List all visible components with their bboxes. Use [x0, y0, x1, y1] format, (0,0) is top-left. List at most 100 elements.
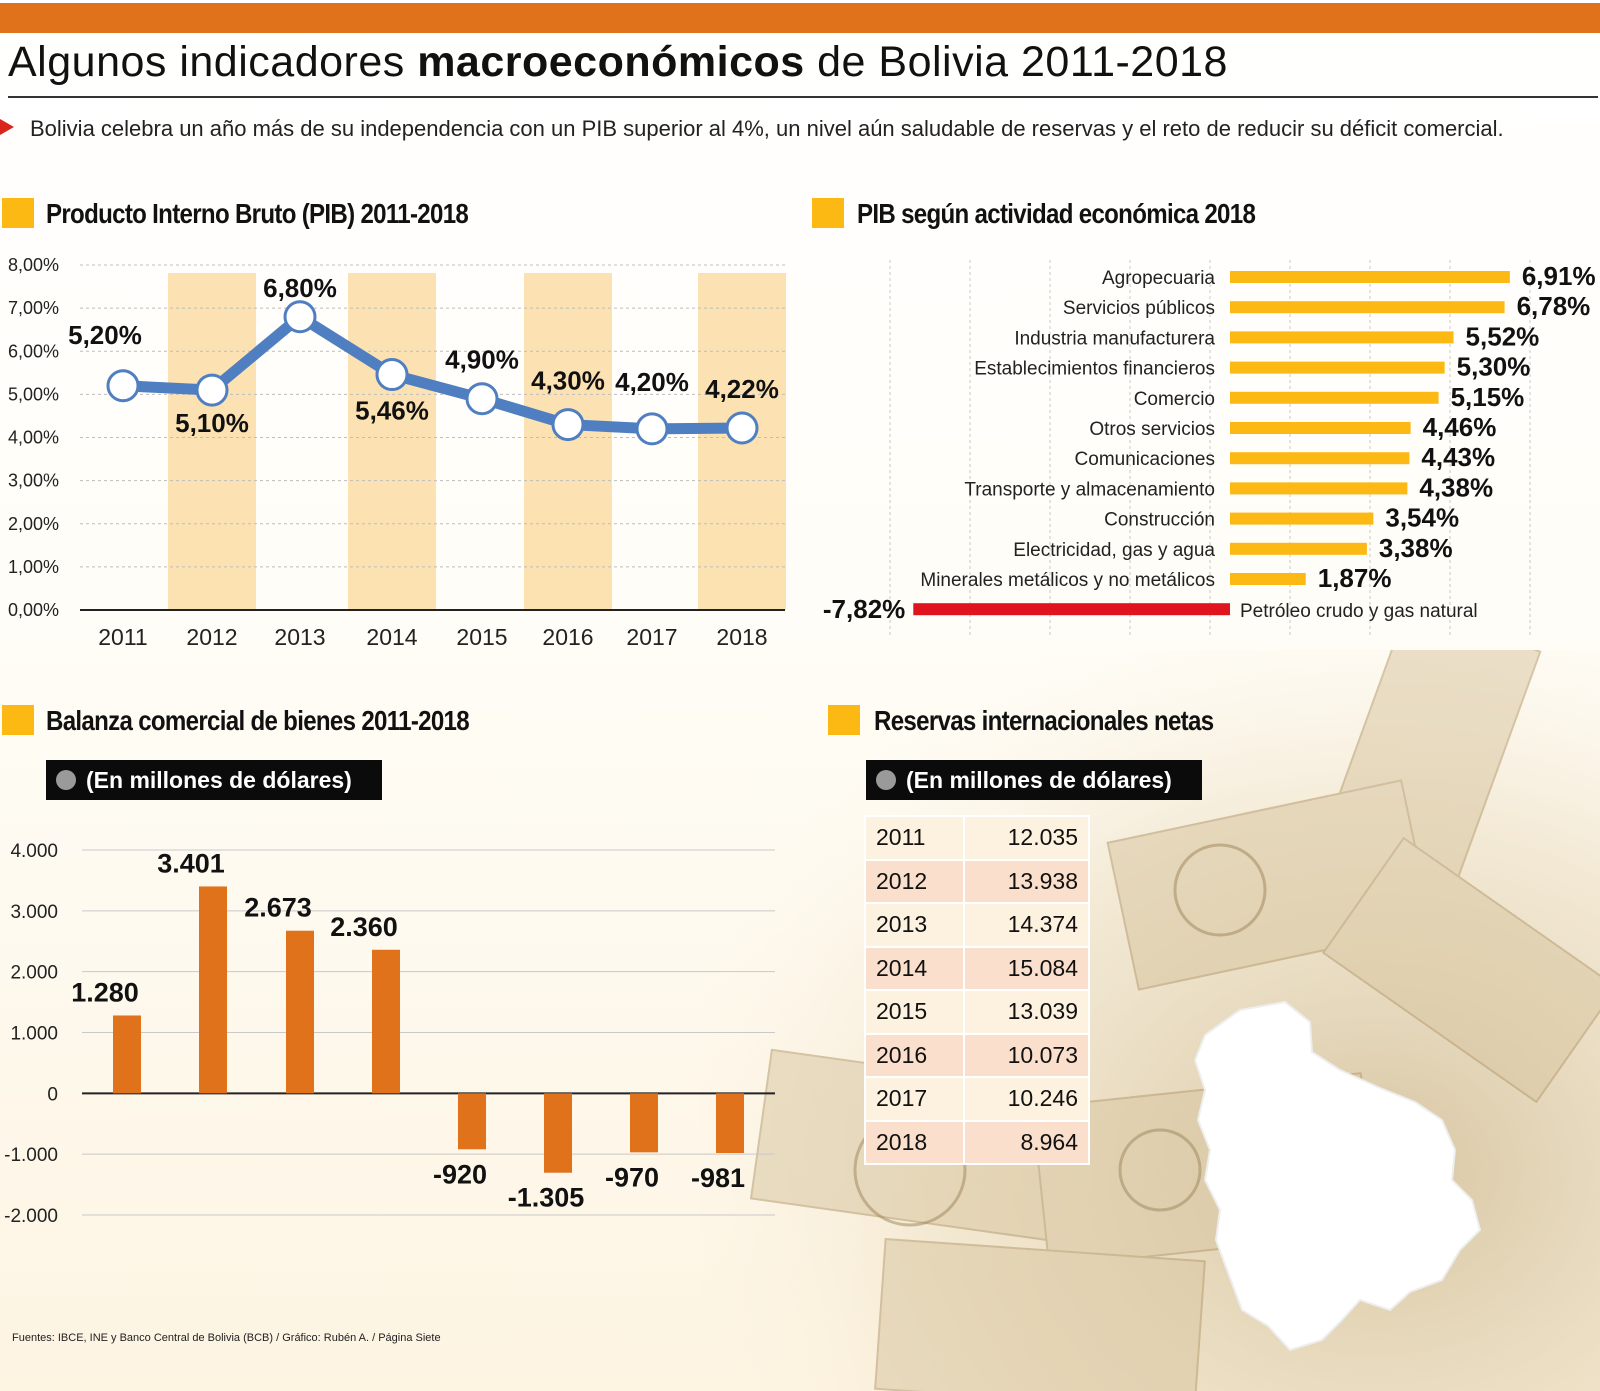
trade-data-label: -1.305 [508, 1183, 585, 1213]
reserves-year-cell: 2013 [863, 902, 966, 948]
activity-bar-negative [913, 603, 1230, 616]
activity-bar [1230, 331, 1454, 344]
reserves-year-cell: 2015 [863, 989, 966, 1035]
trade-data-label: 2.360 [330, 912, 398, 942]
activity-bar [1230, 361, 1445, 374]
activity-data-label: 6,78% [1517, 291, 1591, 321]
reserves-value-cell: 10.073 [963, 1032, 1090, 1078]
pib-data-point [375, 358, 409, 392]
pib-y-tick-label: 8,00% [8, 255, 59, 275]
pib-y-tick-label: 3,00% [8, 471, 59, 491]
activity-category-label: Petróleo crudo y gas natural [1240, 601, 1478, 622]
trade-bar [716, 1093, 744, 1154]
activity-bar [1230, 482, 1408, 495]
pib-data-point [283, 300, 317, 334]
reserves-row: 2013 14.374 [863, 902, 1090, 948]
page-title: Algunos indicadores macroeconómicos de B… [8, 36, 1598, 98]
activity-category-label: Otros servicios [1089, 419, 1215, 440]
bolivia-map-icon [1193, 1000, 1482, 1352]
pib-y-tick-label: 4,00% [8, 428, 59, 448]
activity-data-label: -7,82% [823, 594, 905, 624]
pib-x-tick-label: 2017 [626, 624, 677, 650]
trade-data-label: -981 [691, 1163, 745, 1193]
pib-y-tick-label: 7,00% [8, 298, 59, 318]
pib-data-point [465, 382, 499, 416]
trade-y-tick-label: 2.000 [10, 963, 58, 984]
reserves-value-cell: 13.039 [963, 989, 1090, 1035]
reserves-year-cell: 2012 [863, 858, 966, 904]
pib-x-tick-label: 2016 [542, 624, 593, 650]
pib-column-band [168, 273, 256, 610]
activity-data-label: 3,38% [1379, 533, 1453, 563]
activity-data-label: 4,43% [1421, 442, 1495, 472]
section-title-trade: Balanza comercial de bienes 2011-2018 [46, 705, 470, 736]
pib-x-tick-label: 2012 [186, 624, 237, 650]
pib-x-tick-label: 2011 [98, 624, 147, 650]
activity-category-label: Electricidad, gas y agua [1013, 540, 1215, 561]
reserves-year-cell: 2014 [863, 945, 966, 991]
page-subtitle: Bolivia celebra un año más de su indepen… [30, 116, 1504, 141]
top-accent-bar [0, 3, 1600, 33]
section-marker-pib [2, 198, 34, 228]
reserves-unit-label: (En millones de dólares) [866, 760, 1202, 800]
reserves-value-cell: 12.035 [963, 815, 1090, 861]
reserves-value-cell: 8.964 [963, 1119, 1090, 1165]
trade-bar [458, 1093, 486, 1150]
trade-y-tick-label: -1.000 [4, 1145, 58, 1166]
trade-data-label: 1.280 [71, 977, 139, 1007]
sources-footnote: Fuentes: IBCE, INE y Banco Central de Bo… [12, 1332, 441, 1344]
section-marker-activity [812, 198, 844, 228]
trade-bar [113, 1015, 141, 1094]
pib-line-chart: 0,00% 1,00% 2,00% 3,00% 4,00% 5,00% 6,00% 7,00%… [8, 255, 786, 650]
pib-data-label: 4,90% [445, 345, 519, 375]
activity-category-label: Transporte y almacenamiento [964, 479, 1215, 500]
activity-category-label: Agropecuaria [1102, 268, 1215, 289]
trade-y-tick-label: 1.000 [10, 1024, 58, 1045]
pib-data-label: 4,30% [531, 366, 605, 396]
reserves-year-cell: 2011 [863, 815, 966, 861]
pib-column-band [348, 273, 436, 610]
pib-y-tick-label: 6,00% [8, 341, 59, 361]
subtitle-marker-icon [0, 119, 14, 135]
activity-bar [1230, 452, 1410, 465]
reserves-row: 2017 10.246 [863, 1076, 1090, 1122]
activity-category-label: Comercio [1134, 389, 1215, 410]
pib-data-point [106, 369, 140, 403]
trade-y-tick-label: 0 [47, 1084, 58, 1105]
activity-data-label: 6,91% [1522, 261, 1596, 291]
pib-data-label: 6,80% [263, 273, 337, 303]
reserves-year-cell: 2018 [863, 1119, 966, 1165]
trade-bar [630, 1093, 658, 1153]
pib-x-tick-label: 2014 [366, 624, 417, 650]
activity-data-label: 1,87% [1318, 563, 1392, 593]
trade-balance-chart: 4.000 3.000 2.000 1.000 0 -1.000 -2.000 1.280 3.… [4, 841, 775, 1227]
unit-dot-icon [56, 770, 76, 790]
reserves-row: 2015 13.039 [863, 989, 1090, 1035]
reserves-row: 2011 12.035 [863, 815, 1090, 861]
reserves-year-cell: 2017 [863, 1076, 966, 1122]
reserves-value-cell: 13.938 [963, 858, 1090, 904]
activity-category-label: Establecimientos financieros [974, 359, 1215, 380]
section-title-reserves: Reservas internacionales netas [874, 705, 1214, 736]
activity-category-label: Minerales metálicos y no metálicos [920, 570, 1215, 591]
section-title-pib: Producto Interno Bruto (PIB) 2011-2018 [46, 198, 469, 229]
activity-category-label: Servicios públicos [1063, 298, 1215, 319]
pib-data-point [551, 408, 585, 442]
unit-dot-icon [876, 770, 896, 790]
reserves-row: 2014 15.084 [863, 945, 1090, 991]
pib-data-point [635, 412, 669, 446]
pib-data-label: 5,10% [175, 408, 249, 438]
activity-data-label: 5,30% [1457, 352, 1531, 382]
pib-data-label: 5,20% [68, 320, 142, 350]
trade-data-label: 3.401 [157, 848, 225, 878]
reserves-value-cell: 15.084 [963, 945, 1090, 991]
pib-column-band [524, 273, 612, 610]
activity-bar-chart: Agropecuaria 6,91% Servicios públicos 6,78%… [823, 260, 1596, 635]
trade-bar [199, 886, 227, 1094]
activity-bar [1230, 391, 1439, 404]
reserves-year-cell: 2016 [863, 1032, 966, 1078]
section-marker-trade [2, 705, 34, 735]
trade-bar [372, 949, 400, 1094]
pib-x-tick-label: 2013 [274, 624, 325, 650]
trade-unit-label: (En millones de dólares) [46, 760, 382, 800]
